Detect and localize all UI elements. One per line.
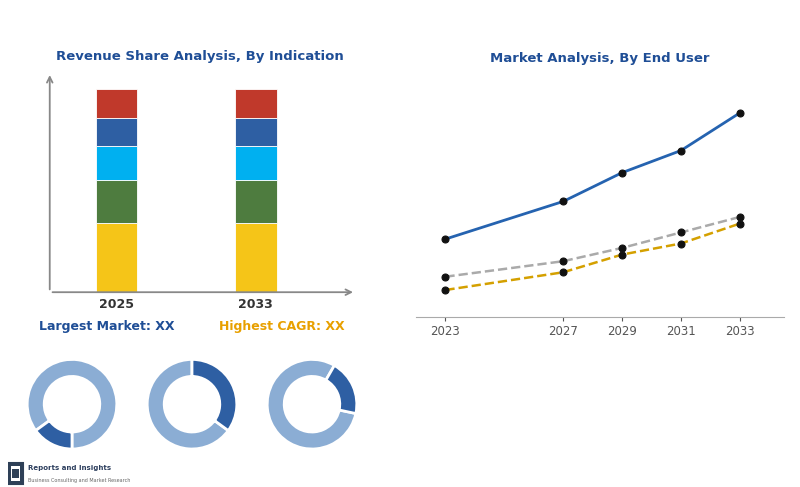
Wedge shape [27,359,117,449]
Text: Business Consulting and Market Research: Business Consulting and Market Research [28,478,130,483]
Bar [234,118,277,146]
Wedge shape [192,359,237,431]
Bar [234,89,277,118]
Bar [96,118,138,146]
FancyBboxPatch shape [10,466,20,481]
Title: Market Analysis, By End User: Market Analysis, By End User [490,52,710,65]
Text: Largest Market: XX: Largest Market: XX [38,319,174,333]
FancyBboxPatch shape [9,463,23,484]
Text: Highest CAGR: XX: Highest CAGR: XX [219,319,345,333]
Title: Revenue Share Analysis, By Indication: Revenue Share Analysis, By Indication [56,50,344,63]
Bar [234,181,277,223]
Bar [96,181,138,223]
FancyBboxPatch shape [12,469,18,478]
Bar [234,223,277,292]
Text: Reports and Insights: Reports and Insights [28,465,111,471]
Wedge shape [267,359,356,449]
Text: GLOBAL LEBRIKIZUMAB MARKET SEGMENT ANALYSIS: GLOBAL LEBRIKIZUMAB MARKET SEGMENT ANALY… [10,23,448,38]
Wedge shape [36,421,72,449]
Bar [96,89,138,118]
Wedge shape [326,365,357,413]
Bar [96,146,138,181]
Bar [234,146,277,181]
Bar [96,223,138,292]
Wedge shape [147,359,228,449]
